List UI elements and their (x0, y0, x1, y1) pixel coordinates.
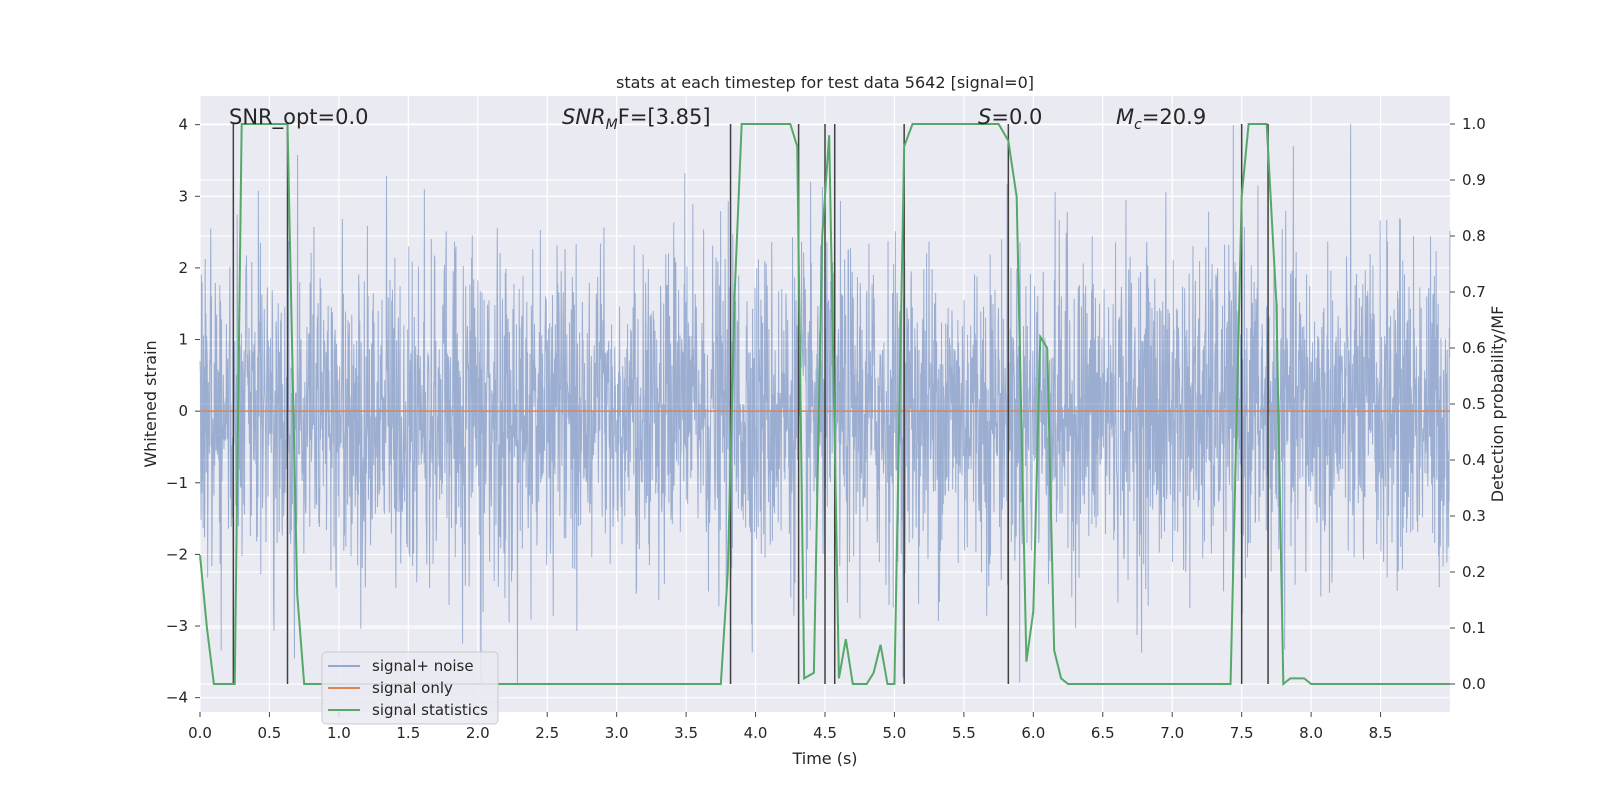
y-right-tick-label: 0.5 (1462, 395, 1486, 413)
legend-label-signal-statistics: signal statistics (372, 701, 488, 719)
snr-opt-annotation: SNR_opt=0.0 (229, 105, 369, 130)
x-tick-label: 1.5 (396, 724, 420, 742)
mc-annotation: Mc=20.9 (1116, 105, 1206, 133)
y-tick-labels: 4 3 2 1 0 −1 −2 −3 −4 (166, 116, 200, 707)
x-tick-label: 1.0 (327, 724, 351, 742)
y-right-tick-label: 0.0 (1462, 675, 1486, 693)
snr-mf-annotation: SNRMF=[3.85] (562, 105, 711, 133)
y-right-tick-label: 0.2 (1462, 563, 1486, 581)
x-axis-label: Time (s) (791, 749, 857, 768)
s-annotation: S=0.0 (978, 105, 1042, 129)
y-right-tick-label: 0.1 (1462, 619, 1486, 637)
x-tick-label: 6.5 (1091, 724, 1115, 742)
legend-label-signal-noise: signal+ noise (372, 657, 474, 675)
snr-mf-sub: M (606, 117, 618, 133)
x-tick-label: 7.5 (1230, 724, 1254, 742)
x-tick-labels: 0.0 0.5 1.0 1.5 2.0 2.5 3.0 3.5 4.0 4.5 5.0 5.5 6.0 6… (188, 712, 1392, 742)
x-tick-label: 6.0 (1021, 724, 1045, 742)
y-tick-label: 0 (178, 402, 188, 420)
x-tick-label: 8.0 (1299, 724, 1323, 742)
x-tick-label: 8.5 (1369, 724, 1393, 742)
mc-main: M (1116, 105, 1134, 129)
y-tick-label: −2 (166, 545, 188, 563)
y-tick-label: 4 (178, 116, 188, 134)
x-tick-label: 4.5 (813, 724, 837, 742)
snr-mf-tail: F=[3.85] (618, 105, 711, 129)
x-tick-label: 0.0 (188, 724, 212, 742)
y-tick-label: −3 (166, 617, 188, 635)
s-main: S (978, 105, 991, 129)
y-tick-label: 2 (178, 259, 188, 277)
legend: signal+ noise signal only signal statist… (321, 651, 499, 725)
x-tick-label: 5.5 (952, 724, 976, 742)
x-tick-label: 7.0 (1160, 724, 1184, 742)
signal-statistics-series (199, 123, 1450, 687)
y-tick-label: 1 (178, 331, 188, 349)
y-right-tick-label: 0.9 (1462, 171, 1486, 189)
y-right-tick-label: 0.7 (1462, 283, 1486, 301)
y-right-tick-labels: 1.0 0.9 0.8 0.7 0.6 0.5 0.4 0.3 0.2 0.1 0.0 (1450, 115, 1486, 693)
snr-mf-main: SNR (562, 105, 606, 129)
s-tail: =0.0 (991, 105, 1042, 129)
legend-label-signal-only: signal only (372, 679, 453, 697)
signal-statistics-line (199, 123, 1450, 687)
y-axis-label: Whitened strain (141, 340, 160, 467)
y-tick-label: 3 (178, 187, 188, 205)
x-tick-label: 2.5 (535, 724, 559, 742)
y-tick-label: −4 (166, 689, 188, 707)
y-right-tick-label: 0.3 (1462, 507, 1486, 525)
x-tick-label: 4.0 (744, 724, 768, 742)
y-right-tick-label: 1.0 (1462, 115, 1486, 133)
x-tick-label: 5.0 (883, 724, 907, 742)
mc-sub: c (1134, 117, 1142, 133)
chart-title: stats at each timestep for test data 564… (616, 73, 1034, 92)
legend-box (321, 651, 499, 725)
y-right-tick-label: 0.6 (1462, 339, 1486, 357)
x-tick-label: 3.0 (605, 724, 629, 742)
x-tick-label: 3.5 (674, 724, 698, 742)
y-right-tick-label: 0.4 (1462, 451, 1486, 469)
y-tick-label: −1 (166, 474, 188, 492)
y-right-axis-label: Detection probability/MF (1488, 306, 1507, 503)
mc-tail: =20.9 (1142, 105, 1206, 129)
x-tick-label: 2.0 (466, 724, 490, 742)
y-right-tick-label: 0.8 (1462, 227, 1486, 245)
x-tick-label: 0.5 (258, 724, 282, 742)
